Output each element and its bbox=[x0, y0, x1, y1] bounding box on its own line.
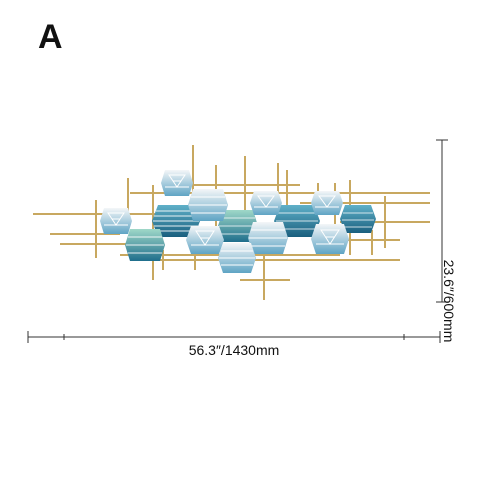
hex-panel bbox=[250, 191, 282, 215]
hex-panel bbox=[218, 243, 256, 273]
panel-label: A bbox=[38, 18, 63, 56]
hex-panel bbox=[311, 191, 343, 215]
hex-panel bbox=[248, 222, 288, 254]
hex-panel bbox=[340, 205, 376, 233]
hex-panel bbox=[186, 226, 224, 254]
width-dimension-line bbox=[27, 331, 441, 343]
hex-panel bbox=[100, 208, 132, 234]
hexagon-panels bbox=[100, 170, 376, 273]
hex-panel bbox=[161, 170, 193, 196]
hex-panel bbox=[188, 189, 228, 221]
height-dimension-line bbox=[436, 139, 448, 303]
height-measurement: 23.6″/600mm bbox=[441, 259, 457, 343]
hex-panel bbox=[125, 229, 165, 261]
hex-panel bbox=[311, 224, 349, 254]
width-measurement: 56.3″/1430mm bbox=[188, 342, 280, 358]
hex-panel bbox=[274, 205, 320, 237]
